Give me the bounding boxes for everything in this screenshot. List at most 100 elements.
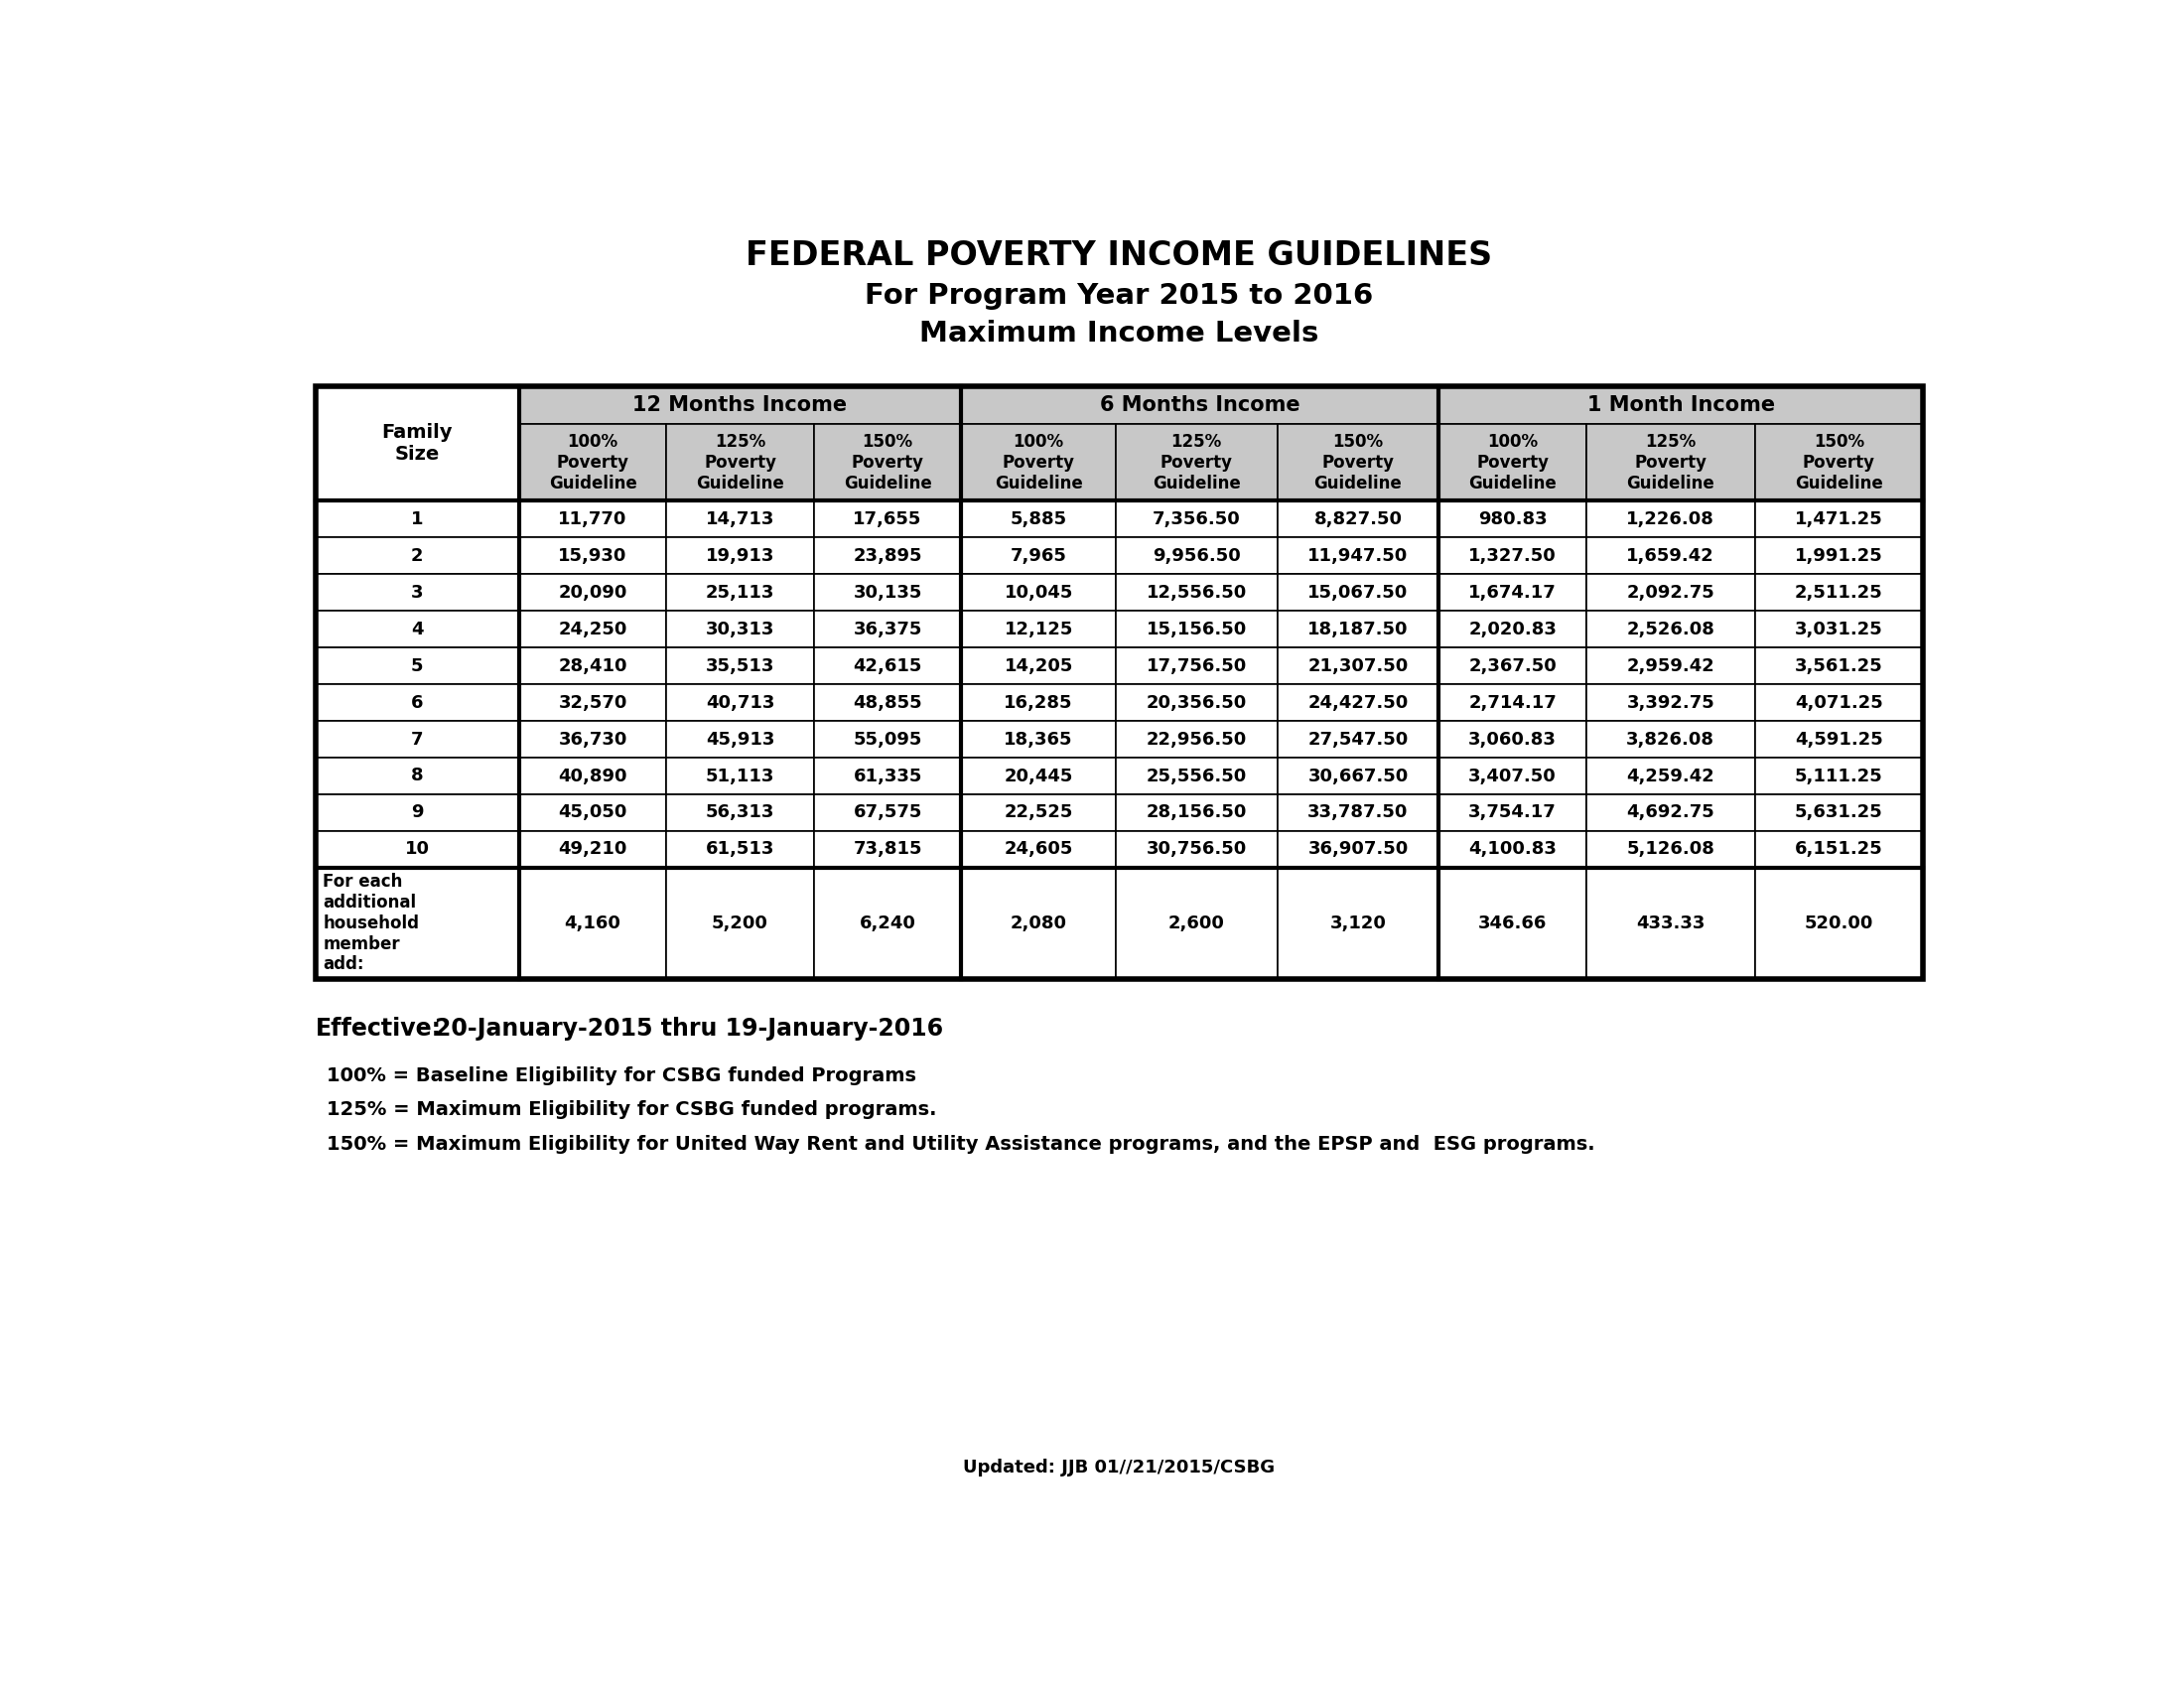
Text: 20-January-2015 thru 19-January-2016: 20-January-2015 thru 19-January-2016 <box>435 1016 943 1040</box>
Text: 3,754.17: 3,754.17 <box>1468 803 1557 822</box>
Text: 30,135: 30,135 <box>854 584 922 601</box>
Bar <box>666 501 815 537</box>
Text: Maximum Income Levels: Maximum Income Levels <box>919 321 1319 348</box>
Bar <box>815 758 961 795</box>
Bar <box>1754 758 1924 795</box>
Bar <box>815 424 961 501</box>
Bar <box>1439 684 1586 721</box>
Bar <box>961 501 1116 537</box>
Bar <box>314 574 520 611</box>
Bar <box>1278 758 1439 795</box>
Bar <box>1754 537 1924 574</box>
Bar <box>666 574 815 611</box>
Bar <box>1116 611 1278 648</box>
Bar <box>1278 537 1439 574</box>
Text: 48,855: 48,855 <box>854 694 922 712</box>
Text: 1,226.08: 1,226.08 <box>1627 510 1714 528</box>
Bar <box>314 648 520 684</box>
Bar <box>1278 648 1439 684</box>
Text: 4,160: 4,160 <box>563 915 620 932</box>
Text: 18,365: 18,365 <box>1005 731 1072 748</box>
Text: 5,126.08: 5,126.08 <box>1627 841 1714 858</box>
Text: 7,965: 7,965 <box>1011 547 1066 565</box>
Bar <box>1439 424 1586 501</box>
Bar <box>314 684 520 721</box>
Text: 20,090: 20,090 <box>559 584 627 601</box>
Bar <box>520 424 666 501</box>
Bar <box>1586 795 1754 830</box>
Text: 100%
Poverty
Guideline: 100% Poverty Guideline <box>548 432 638 493</box>
Bar <box>1116 684 1278 721</box>
Bar <box>1754 830 1924 868</box>
Text: 1 Month Income: 1 Month Income <box>1588 395 1776 415</box>
Text: 2,080: 2,080 <box>1011 915 1066 932</box>
Text: 2,092.75: 2,092.75 <box>1627 584 1714 601</box>
Text: 24,427.50: 24,427.50 <box>1308 694 1409 712</box>
Text: 17,655: 17,655 <box>854 510 922 528</box>
Text: 12 Months Income: 12 Months Income <box>633 395 847 415</box>
Bar <box>1439 648 1586 684</box>
Text: 36,730: 36,730 <box>559 731 627 748</box>
Bar <box>666 684 815 721</box>
Bar <box>1754 684 1924 721</box>
Bar <box>1278 721 1439 758</box>
Bar <box>1439 537 1586 574</box>
Text: 125%
Poverty
Guideline: 125% Poverty Guideline <box>1627 432 1714 493</box>
Bar <box>1116 648 1278 684</box>
Bar <box>815 537 961 574</box>
Text: 7: 7 <box>411 731 424 748</box>
Text: Effective:: Effective: <box>314 1016 441 1040</box>
Text: 14,205: 14,205 <box>1005 657 1072 675</box>
Text: 61,335: 61,335 <box>854 766 922 785</box>
Text: 6 Months Income: 6 Months Income <box>1101 395 1299 415</box>
Text: 18,187.50: 18,187.50 <box>1308 619 1409 638</box>
Bar <box>961 648 1116 684</box>
Text: 10: 10 <box>404 841 430 858</box>
Text: 2,367.50: 2,367.50 <box>1468 657 1557 675</box>
Text: 24,605: 24,605 <box>1005 841 1072 858</box>
Text: 14,713: 14,713 <box>705 510 775 528</box>
Text: 100%
Poverty
Guideline: 100% Poverty Guideline <box>994 432 1083 493</box>
Bar <box>666 611 815 648</box>
Text: 32,570: 32,570 <box>559 694 627 712</box>
Bar <box>1278 574 1439 611</box>
Bar <box>961 830 1116 868</box>
Bar <box>961 537 1116 574</box>
Text: 12,556.50: 12,556.50 <box>1147 584 1247 601</box>
Bar <box>1439 868 1586 979</box>
Bar <box>1116 537 1278 574</box>
Text: 125% = Maximum Eligibility for CSBG funded programs.: 125% = Maximum Eligibility for CSBG fund… <box>328 1101 937 1119</box>
Text: 25,556.50: 25,556.50 <box>1147 766 1247 785</box>
Bar <box>815 795 961 830</box>
Text: For Program Year 2015 to 2016: For Program Year 2015 to 2016 <box>865 282 1374 309</box>
Text: 20,356.50: 20,356.50 <box>1147 694 1247 712</box>
Bar <box>1586 684 1754 721</box>
Text: 22,525: 22,525 <box>1005 803 1072 822</box>
Text: 3,407.50: 3,407.50 <box>1468 766 1557 785</box>
Text: 4: 4 <box>411 619 424 638</box>
Bar <box>961 758 1116 795</box>
Text: 45,913: 45,913 <box>705 731 775 748</box>
Bar <box>1116 758 1278 795</box>
Bar <box>815 868 961 979</box>
Text: 20,445: 20,445 <box>1005 766 1072 785</box>
Bar <box>314 501 520 537</box>
Bar <box>815 574 961 611</box>
Text: 1,327.50: 1,327.50 <box>1468 547 1557 565</box>
Bar <box>961 684 1116 721</box>
Bar <box>1754 648 1924 684</box>
Text: 346.66: 346.66 <box>1479 915 1546 932</box>
Bar <box>314 387 520 501</box>
Text: 150%
Poverty
Guideline: 150% Poverty Guideline <box>843 432 933 493</box>
Text: 2: 2 <box>411 547 424 565</box>
Bar <box>1439 758 1586 795</box>
Text: 33,787.50: 33,787.50 <box>1308 803 1409 822</box>
Bar <box>666 758 815 795</box>
Text: 35,513: 35,513 <box>705 657 775 675</box>
Bar <box>815 501 961 537</box>
Text: 5,885: 5,885 <box>1011 510 1068 528</box>
Bar <box>1439 387 1924 424</box>
Text: 2,600: 2,600 <box>1168 915 1225 932</box>
Text: 3,031.25: 3,031.25 <box>1795 619 1883 638</box>
Text: 61,513: 61,513 <box>705 841 775 858</box>
